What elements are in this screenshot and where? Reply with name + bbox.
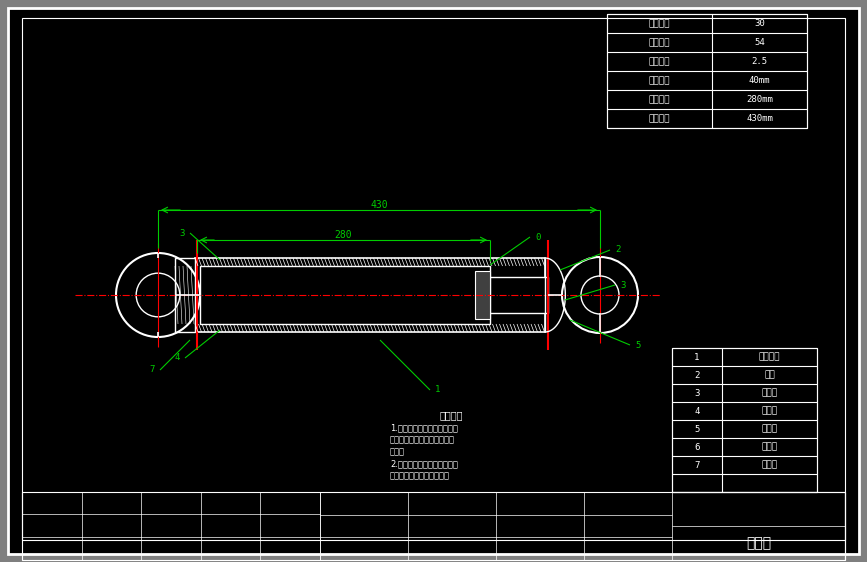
Text: 4: 4 xyxy=(694,406,700,415)
Text: 减震器: 减震器 xyxy=(746,536,771,550)
Text: 5: 5 xyxy=(694,424,700,433)
Text: 压缩阀: 压缩阀 xyxy=(761,424,778,433)
Bar xyxy=(475,271,490,319)
Text: 压缩总长: 压缩总长 xyxy=(649,114,670,123)
Text: 工作行程: 工作行程 xyxy=(649,95,670,104)
Text: 2.上腔与下腔外部可进行粗加: 2.上腔与下腔外部可进行粗加 xyxy=(390,460,458,469)
Bar xyxy=(200,266,490,324)
Text: 0: 0 xyxy=(535,233,540,242)
Text: 上工作腔: 上工作腔 xyxy=(759,352,780,361)
Text: 40mm: 40mm xyxy=(749,76,770,85)
Bar xyxy=(607,14,807,128)
Text: 2: 2 xyxy=(615,246,621,255)
Text: 430mm: 430mm xyxy=(746,114,773,123)
Text: 2: 2 xyxy=(694,370,700,379)
Text: 导向座: 导向座 xyxy=(761,388,778,397)
Text: 5: 5 xyxy=(635,341,641,350)
Bar xyxy=(672,348,817,492)
Text: 4: 4 xyxy=(174,353,180,362)
Text: 3: 3 xyxy=(620,280,625,289)
Bar xyxy=(22,492,845,560)
Text: 280mm: 280mm xyxy=(746,95,773,104)
Text: 2.5: 2.5 xyxy=(752,57,767,66)
Text: 活塞杆: 活塞杆 xyxy=(761,442,778,451)
Bar xyxy=(195,258,545,332)
Bar xyxy=(490,277,548,313)
Text: 补偿阀: 补偿阀 xyxy=(761,406,778,415)
Text: 3: 3 xyxy=(179,229,185,238)
Text: 7: 7 xyxy=(694,460,700,469)
Text: 油缸壁厅: 油缸壁厅 xyxy=(649,57,670,66)
Text: 1: 1 xyxy=(435,386,440,395)
Text: 1.装配时需注意橡胶垫与导向: 1.装配时需注意橡胶垫与导向 xyxy=(390,424,458,433)
Text: 3: 3 xyxy=(694,388,700,397)
Text: 6: 6 xyxy=(694,442,700,451)
Text: 430: 430 xyxy=(370,200,388,210)
Text: 30: 30 xyxy=(754,19,765,28)
Text: 吸环: 吸环 xyxy=(764,370,775,379)
Text: 滑油；: 滑油； xyxy=(390,447,405,456)
Text: 工作直径: 工作直径 xyxy=(649,76,670,85)
Bar xyxy=(175,258,195,332)
Text: 280: 280 xyxy=(335,230,352,240)
Text: 吸环直径: 吸环直径 xyxy=(649,19,670,28)
Text: 技术要求: 技术要求 xyxy=(440,410,464,420)
Text: 储油缸: 储油缸 xyxy=(761,460,778,469)
Text: 油缸直径: 油缸直径 xyxy=(649,38,670,47)
Text: 工，保证装配所需粗糙度。: 工，保证装配所需粗糙度。 xyxy=(390,472,450,481)
Text: 54: 54 xyxy=(754,38,765,47)
Text: 胶垫的位置，装配时需涂抒润: 胶垫的位置，装配时需涂抒润 xyxy=(390,436,455,445)
Text: 1: 1 xyxy=(694,352,700,361)
Text: 7: 7 xyxy=(150,365,155,374)
